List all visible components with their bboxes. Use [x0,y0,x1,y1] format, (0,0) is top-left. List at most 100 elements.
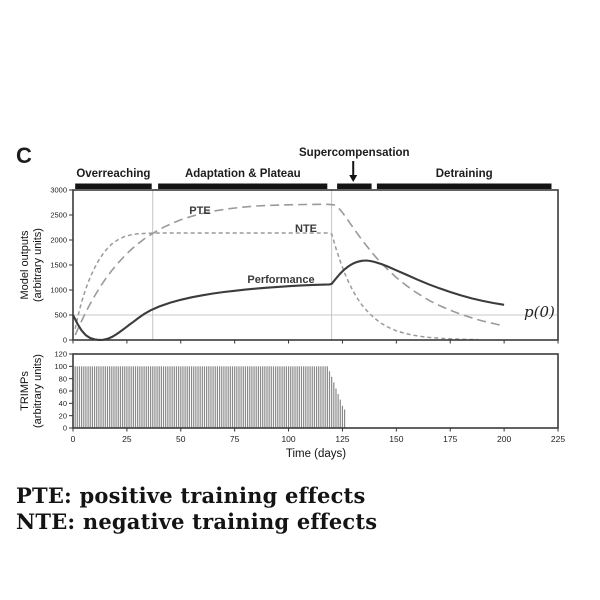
trimp-bar [286,366,287,428]
trimp-bar [92,366,93,428]
trimp-bar [90,366,91,428]
caption-nte-definition: NTE: negative training effects [16,509,377,535]
trimp-bar [187,366,188,428]
trimp-bar [297,366,298,428]
panel-letter: C [16,143,32,168]
trimp-bar [256,366,257,428]
trimp-bar [320,366,321,428]
trimp-bar [245,366,246,428]
trimp-bar [139,366,140,428]
x-tick-label: 100 [281,434,295,444]
trimp-bar [243,366,244,428]
trimp-bar [316,366,317,428]
trimp-bar [206,366,207,428]
trimp-bar [312,366,313,428]
trimp-bar [260,366,261,428]
trimp-bar [221,366,222,428]
phase-label-adaptation-plateau: Adaptation & Plateau [185,168,301,180]
trimp-bar [180,366,181,428]
phase-annotations: OverreachingAdaptation & PlateauSupercom… [75,147,551,189]
trimp-bar [279,366,280,428]
trimp-bar [150,366,151,428]
trimp-bar [111,366,112,428]
p0-baseline-label: p(0) [524,303,555,321]
trimp-bar [81,366,82,428]
phase-bar [158,184,327,190]
trimp-bar [269,366,270,428]
phase-label-detraining: Detraining [436,168,493,180]
trimp-bar [118,366,119,428]
trimp-bar [174,366,175,428]
x-tick-label: 225 [551,434,565,444]
trimp-bar [232,366,233,428]
caption-pte-definition: PTE: positive training effects [16,483,377,509]
trimp-bar [301,366,302,428]
y-tick-label: 3000 [50,186,67,195]
trimp-bar [141,366,142,428]
trimp-bars-group [75,366,346,428]
trimp-bar [98,366,99,428]
trimp-bar [109,366,110,428]
trimp-bar [271,366,272,428]
trimp-bar [329,371,330,428]
trimp-bar [331,377,332,428]
trimp-bar [225,366,226,428]
x-tick-label: 200 [497,434,511,444]
trimp-bar [148,366,149,428]
y-tick-label: 60 [59,387,67,396]
trimp-bar [238,366,239,428]
trimp-bar [122,366,123,428]
top-panel-frame [73,190,558,340]
trimp-bar [105,366,106,428]
trimp-bar [219,366,220,428]
trimp-bar [120,366,121,428]
trimp-bar [131,366,132,428]
y-tick-label: 0 [63,336,67,345]
trimp-bar [241,366,242,428]
y-tick-label: 100 [54,362,67,371]
bottom-yaxis-title-line2: (arbitrary units) [32,354,44,428]
y-tick-label: 80 [59,374,67,383]
y-tick-label: 20 [59,411,67,420]
trimp-bar [277,366,278,428]
reference-lines [73,190,558,340]
trimp-bar [137,366,138,428]
trimp-bar [176,366,177,428]
nte-curve-label: NTE [295,223,317,235]
trimp-bar [146,366,147,428]
trimp-bar [113,366,114,428]
y-tick-label: 40 [59,399,67,408]
y-tick-label: 500 [54,311,67,320]
y-tick-label: 0 [63,424,67,433]
trimp-bar [161,366,162,428]
y-tick-label: 1000 [50,286,67,295]
trimp-bar [167,366,168,428]
y-tick-label: 2500 [50,211,67,220]
trimp-bar [262,366,263,428]
trimp-bar [189,366,190,428]
x-tick-label: 50 [176,434,186,444]
trimp-bar [215,366,216,428]
trimp-bar [335,389,336,428]
trimp-bar [83,366,84,428]
trimp-bar [152,366,153,428]
trimp-bar [156,366,157,428]
trimp-bar [124,366,125,428]
trimp-bar [200,366,201,428]
trimp-bar [290,366,291,428]
trimp-bar [275,366,276,428]
trimp-bar [249,366,250,428]
trimp-bar [251,366,252,428]
trimp-bar [197,366,198,428]
trimp-bar [294,366,295,428]
trimp-bar [338,394,339,428]
trimp-bar [234,366,235,428]
trimp-bar [307,366,308,428]
supercompensation-arrow-head [349,175,357,182]
trimp-bar [253,366,254,428]
trimp-bar [204,366,205,428]
trimp-bar [172,366,173,428]
trimp-bar [85,366,86,428]
trimp-bar [310,366,311,428]
phase-bar [377,184,552,190]
